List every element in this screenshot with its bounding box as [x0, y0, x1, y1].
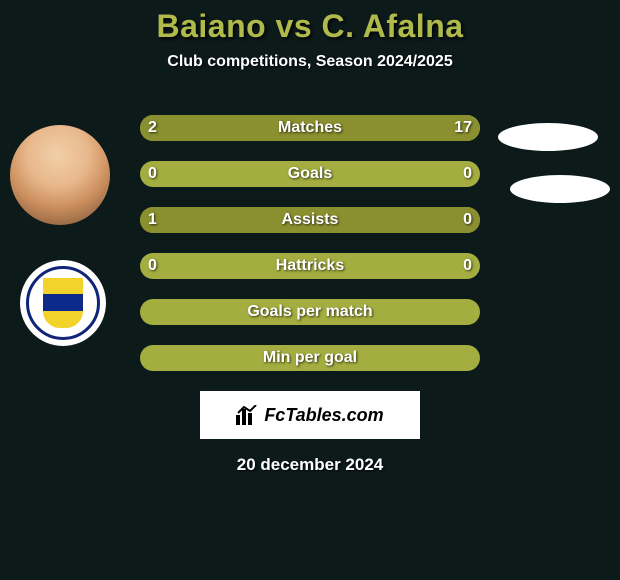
subtitle: Club competitions, Season 2024/2025	[0, 53, 620, 71]
stat-row: Hattricks0 0	[0, 241, 620, 287]
stat-row: Matches2 17	[0, 103, 620, 149]
stat-row: Assists1 0	[0, 195, 620, 241]
chart-icon	[236, 405, 258, 425]
stats-chart: Matches217Goals00Assists10Hattricks00Goa…	[0, 103, 620, 379]
stat-value-right: 17	[454, 115, 472, 141]
stat-row: Min per goal	[0, 333, 620, 379]
stat-value-left: 2	[148, 115, 157, 141]
stat-label: Hattricks	[140, 253, 480, 279]
stat-row: Goals0 0	[0, 149, 620, 195]
comparison-card: Baiano vs C. Afalna Club competitions, S…	[0, 0, 620, 580]
stat-value-left: 0	[148, 253, 157, 279]
stat-value-left: 0	[148, 161, 157, 187]
stat-label: Goals	[140, 161, 480, 187]
page-title: Baiano vs C. Afalna	[0, 8, 620, 45]
stat-value-right: 0	[463, 207, 472, 233]
stat-value-left: 1	[148, 207, 157, 233]
stat-value-right: 0	[463, 253, 472, 279]
stat-label: Matches	[140, 115, 480, 141]
brand-text: FcTables.com	[264, 405, 383, 426]
footer-date: 20 december 2024	[0, 455, 620, 475]
brand-footer[interactable]: FcTables.com	[200, 391, 420, 439]
stat-row: Goals per match	[0, 287, 620, 333]
stat-label: Goals per match	[140, 299, 480, 325]
stat-label: Assists	[140, 207, 480, 233]
stat-value-right: 0	[463, 161, 472, 187]
stat-label: Min per goal	[140, 345, 480, 371]
